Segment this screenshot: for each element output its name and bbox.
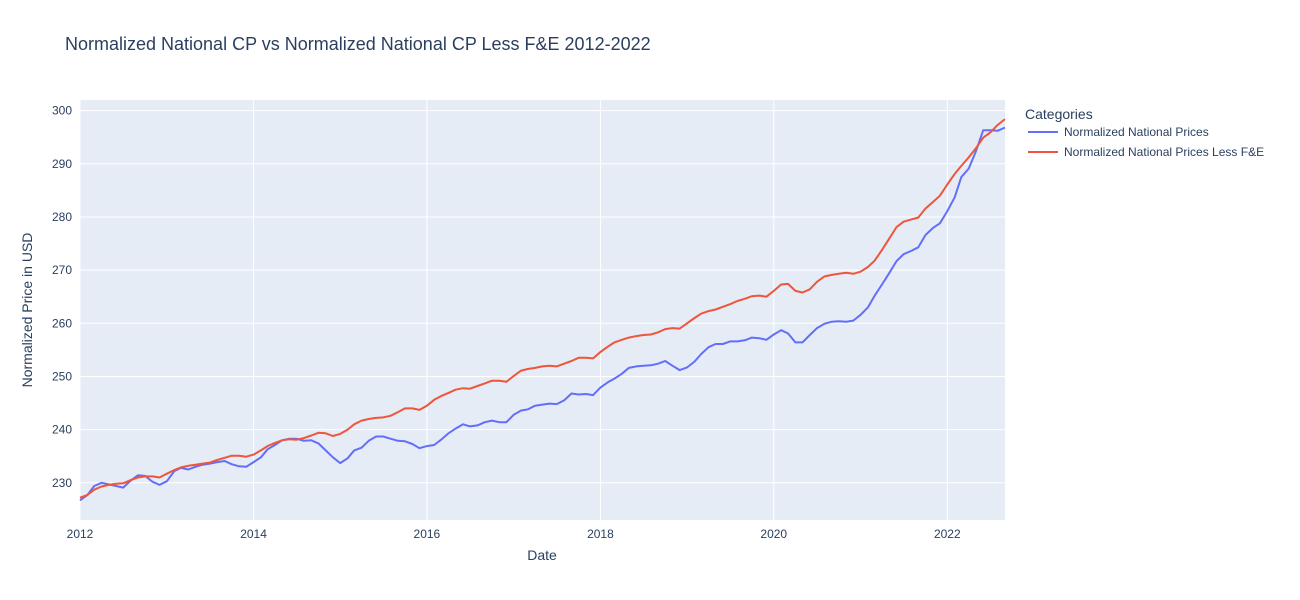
y-tick-label: 270 (52, 263, 72, 277)
x-tick-label: 2014 (240, 527, 267, 541)
legend-label-1: Normalized National Prices (1064, 125, 1209, 139)
y-axis-title: Normalized Price in USD (19, 233, 35, 388)
legend: Categories Normalized National PricesNor… (1025, 106, 1264, 159)
plot-area (80, 100, 1005, 520)
x-axis-ticks: 2012 2014 2016 2018 2020 2022 (67, 527, 961, 541)
y-tick-label: 280 (52, 210, 72, 224)
y-tick-label: 240 (52, 423, 72, 437)
legend-label-2: Normalized National Prices Less F&E (1064, 145, 1264, 159)
legend-items: Normalized National Prices Normalized Nat… (1028, 125, 1264, 159)
y-tick-label: 260 (52, 316, 72, 330)
gridlines (79, 100, 1005, 520)
y-tick-label: 300 (52, 104, 72, 118)
x-tick-label: 2020 (760, 527, 787, 541)
x-tick-label: 2022 (934, 527, 961, 541)
series-line-1 (79, 126, 1006, 502)
x-tick-label: 2016 (414, 527, 441, 541)
y-tick-label: 230 (52, 476, 72, 490)
x-tick-label: 2018 (587, 527, 614, 541)
legend-title: Categories (1025, 106, 1093, 122)
series-lines (79, 118, 1006, 502)
x-axis-title: Date (527, 547, 557, 563)
y-tick-label: 290 (52, 157, 72, 171)
y-axis-ticks: 230 240 250 260 270 280 290 300 (52, 104, 72, 490)
series-line-2 (79, 118, 1006, 499)
y-tick-label: 250 (52, 369, 72, 383)
x-tick-label: 2012 (67, 527, 94, 541)
chart-title: Normalized National CP vs Normalized Nat… (65, 34, 651, 54)
